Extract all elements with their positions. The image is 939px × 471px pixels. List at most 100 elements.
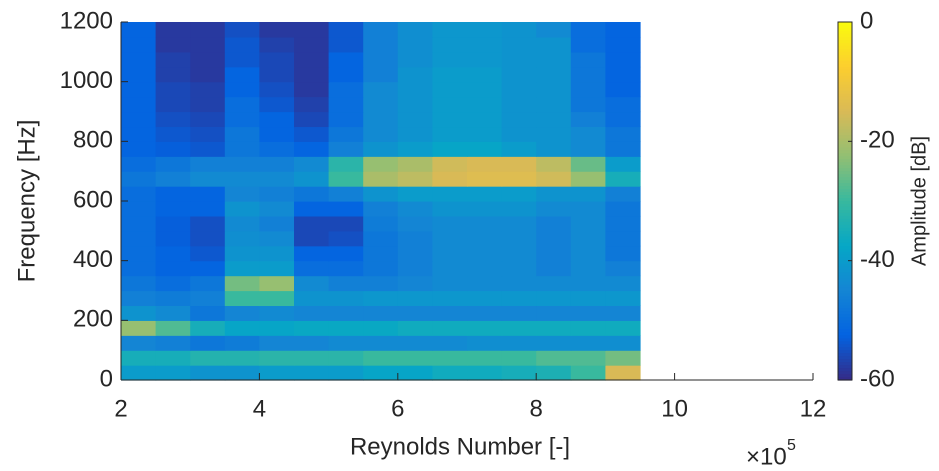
heatmap-cell [432, 215, 468, 232]
heatmap-cell [121, 66, 157, 83]
heatmap-cell [224, 201, 260, 217]
heatmap-cell [259, 365, 295, 381]
heatmap-cell [570, 96, 606, 113]
heatmap-cell [294, 290, 330, 307]
colorbar-segment [838, 317, 852, 321]
x-tick-label: 4 [253, 395, 266, 422]
heatmap-cell [155, 96, 191, 113]
colorbar-tick-label: 0 [860, 7, 873, 34]
heatmap-cell [328, 290, 364, 307]
heatmap-cell [121, 290, 157, 307]
heatmap-cell [363, 260, 399, 277]
colorbar-segment [838, 299, 852, 304]
heatmap-cell [397, 186, 433, 202]
colorbar-segment [838, 281, 852, 286]
heatmap-cell [121, 230, 157, 247]
heatmap-cell [570, 245, 606, 262]
colorbar-segment [838, 359, 852, 363]
colorbar-segment [838, 189, 852, 193]
colorbar-segment [838, 233, 852, 238]
colorbar-segment [838, 114, 852, 119]
heatmap-cell [501, 350, 537, 366]
heatmap-cell [224, 275, 260, 292]
heatmap-cell [397, 22, 433, 38]
heatmap-cell [536, 96, 572, 113]
heatmap-cell [536, 186, 572, 202]
colorbar-segment [838, 177, 852, 181]
colorbar-segment [838, 311, 852, 315]
heatmap-cell [536, 81, 572, 98]
heatmap-cell [467, 260, 503, 277]
heatmap-cell [294, 111, 330, 128]
heatmap-cell [259, 245, 295, 262]
heatmap-cell [155, 186, 191, 202]
heatmap-cell [397, 36, 433, 53]
colorbar-segment [838, 192, 852, 196]
colorbar-segment [838, 129, 852, 133]
heatmap-cell [605, 350, 641, 366]
heatmap-cell [570, 320, 606, 336]
heatmap-cell [501, 96, 537, 113]
heatmap-cell [536, 22, 572, 38]
colorbar-segment [838, 356, 852, 360]
colorbar-segment [838, 365, 852, 369]
heatmap-cell [224, 81, 260, 98]
heatmap-cell [467, 171, 503, 187]
colorbar-segment [838, 120, 852, 125]
colorbar-segment [838, 368, 852, 372]
heatmap-cell [397, 260, 433, 277]
colorbar-segment [838, 45, 852, 50]
heatmap-cell [397, 320, 433, 336]
heatmap-cell [536, 201, 572, 217]
heatmap-cell [467, 96, 503, 113]
colorbar-segment [838, 105, 852, 110]
heatmap-cell [605, 66, 641, 83]
heatmap-cell [328, 51, 364, 68]
heatmap-cell [328, 36, 364, 53]
heatmap-cell [294, 335, 330, 351]
heatmap-cell [224, 156, 260, 172]
heatmap-cell [501, 320, 537, 336]
heatmap-cell [363, 245, 399, 262]
heatmap-cell [432, 201, 468, 217]
heatmap-cell [501, 365, 537, 381]
heatmap-cell [536, 290, 572, 307]
colorbar-segment [838, 266, 852, 271]
heatmap-cell [570, 230, 606, 247]
heatmap-cell [467, 126, 503, 142]
colorbar-segment [838, 320, 852, 324]
heatmap-cell [155, 22, 191, 38]
colorbar-segment [838, 242, 852, 247]
heatmap-cell [501, 186, 537, 202]
heatmap-cell [605, 126, 641, 142]
heatmap-cell [328, 81, 364, 98]
heatmap-cell [536, 275, 572, 292]
heatmap-cell [190, 81, 226, 98]
heatmap-cell [363, 96, 399, 113]
heatmap-cell [155, 51, 191, 68]
heatmap-cell [328, 141, 364, 157]
colorbar-segment [838, 371, 852, 375]
heatmap-cell [294, 260, 330, 277]
heatmap-cell [467, 141, 503, 157]
heatmap-cell [224, 171, 260, 187]
heatmap-cell [121, 305, 157, 321]
heatmap-cell [397, 81, 433, 98]
heatmap-cell [259, 96, 295, 113]
colorbar-segment [838, 75, 852, 80]
colorbar-segment [838, 374, 852, 378]
heatmap-cell [294, 320, 330, 336]
heatmap-cell [363, 156, 399, 172]
colorbar-segment [838, 206, 852, 211]
heatmap-cell [570, 141, 606, 157]
colorbar-segment [838, 377, 852, 381]
heatmap-cell [224, 36, 260, 53]
heatmap-cell [397, 126, 433, 142]
colorbar-segment [838, 39, 852, 44]
heatmap-cell [259, 230, 295, 247]
heatmap-cell [467, 51, 503, 68]
heatmap-cell [121, 365, 157, 381]
y-axis-label: Frequency [Hz] [13, 120, 40, 283]
colorbar-segment [838, 293, 852, 298]
heatmap-cell [259, 156, 295, 172]
